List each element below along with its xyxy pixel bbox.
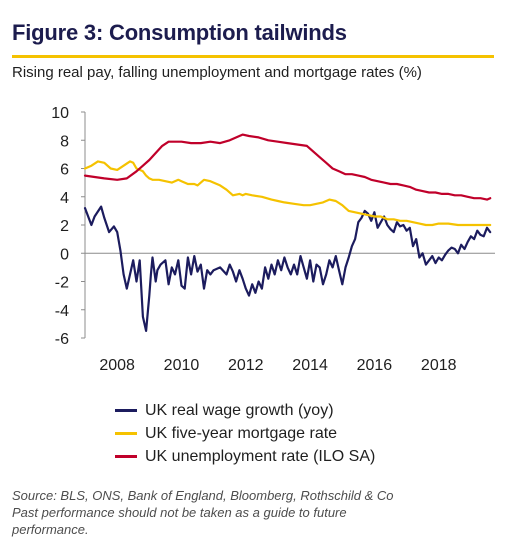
y-tick-label: 10 bbox=[51, 105, 69, 122]
series-line-real-wage bbox=[83, 205, 492, 332]
y-tick-label: 4 bbox=[60, 190, 69, 207]
source-note: Source: BLS, ONS, Bank of England, Bloom… bbox=[12, 488, 394, 503]
disclaimer-line-2: performance. bbox=[12, 522, 89, 537]
y-tick-label: 2 bbox=[60, 218, 69, 235]
chart-subtitle: Rising real pay, falling unemployment an… bbox=[12, 64, 422, 81]
y-tick-label: 8 bbox=[60, 133, 69, 150]
disclaimer-line-1: Past performance should not be taken as … bbox=[12, 505, 347, 520]
legend: UK real wage growth (yoy) UK five-year m… bbox=[115, 399, 375, 468]
x-tick-label: 2008 bbox=[99, 357, 135, 374]
y-tick-label: 6 bbox=[60, 162, 69, 179]
title-underline bbox=[12, 55, 494, 58]
x-tick-label: 2010 bbox=[164, 357, 200, 374]
legend-item-unemployment: UK unemployment rate (ILO SA) bbox=[115, 445, 375, 468]
y-tick-label: -4 bbox=[55, 303, 69, 320]
legend-label-mortgage-rate: UK five-year mortgage rate bbox=[145, 424, 338, 442]
legend-swatch-mortgage-rate bbox=[115, 432, 137, 435]
footer-notes: Source: BLS, ONS, Bank of England, Bloom… bbox=[12, 487, 504, 538]
x-tick-label: 2012 bbox=[228, 357, 264, 374]
series-line-mortgage-rate bbox=[83, 160, 492, 227]
legend-swatch-real-wage bbox=[115, 409, 137, 412]
x-tick-label: 2014 bbox=[292, 357, 328, 374]
y-tick-label: 0 bbox=[60, 246, 69, 263]
legend-label-unemployment: UK unemployment rate (ILO SA) bbox=[145, 447, 376, 465]
legend-item-real-wage: UK real wage growth (yoy) bbox=[115, 399, 375, 422]
x-tick-label: 2016 bbox=[357, 357, 393, 374]
x-tick-label: 2018 bbox=[421, 357, 457, 374]
y-tick-label: -6 bbox=[55, 331, 69, 348]
legend-label-real-wage: UK real wage growth (yoy) bbox=[145, 401, 334, 419]
line-chart: -6 -4 -2 0 2 4 6 8 10 2008 2010 2012 2014 2016 2018 bbox=[51, 105, 495, 374]
chart-title: Figure 3: Consumption tailwinds bbox=[12, 20, 347, 45]
legend-item-mortgage-rate: UK five-year mortgage rate bbox=[115, 422, 375, 445]
series-line-unemployment bbox=[83, 133, 492, 201]
y-tick-label: -2 bbox=[55, 275, 69, 292]
legend-swatch-unemployment bbox=[115, 455, 137, 458]
